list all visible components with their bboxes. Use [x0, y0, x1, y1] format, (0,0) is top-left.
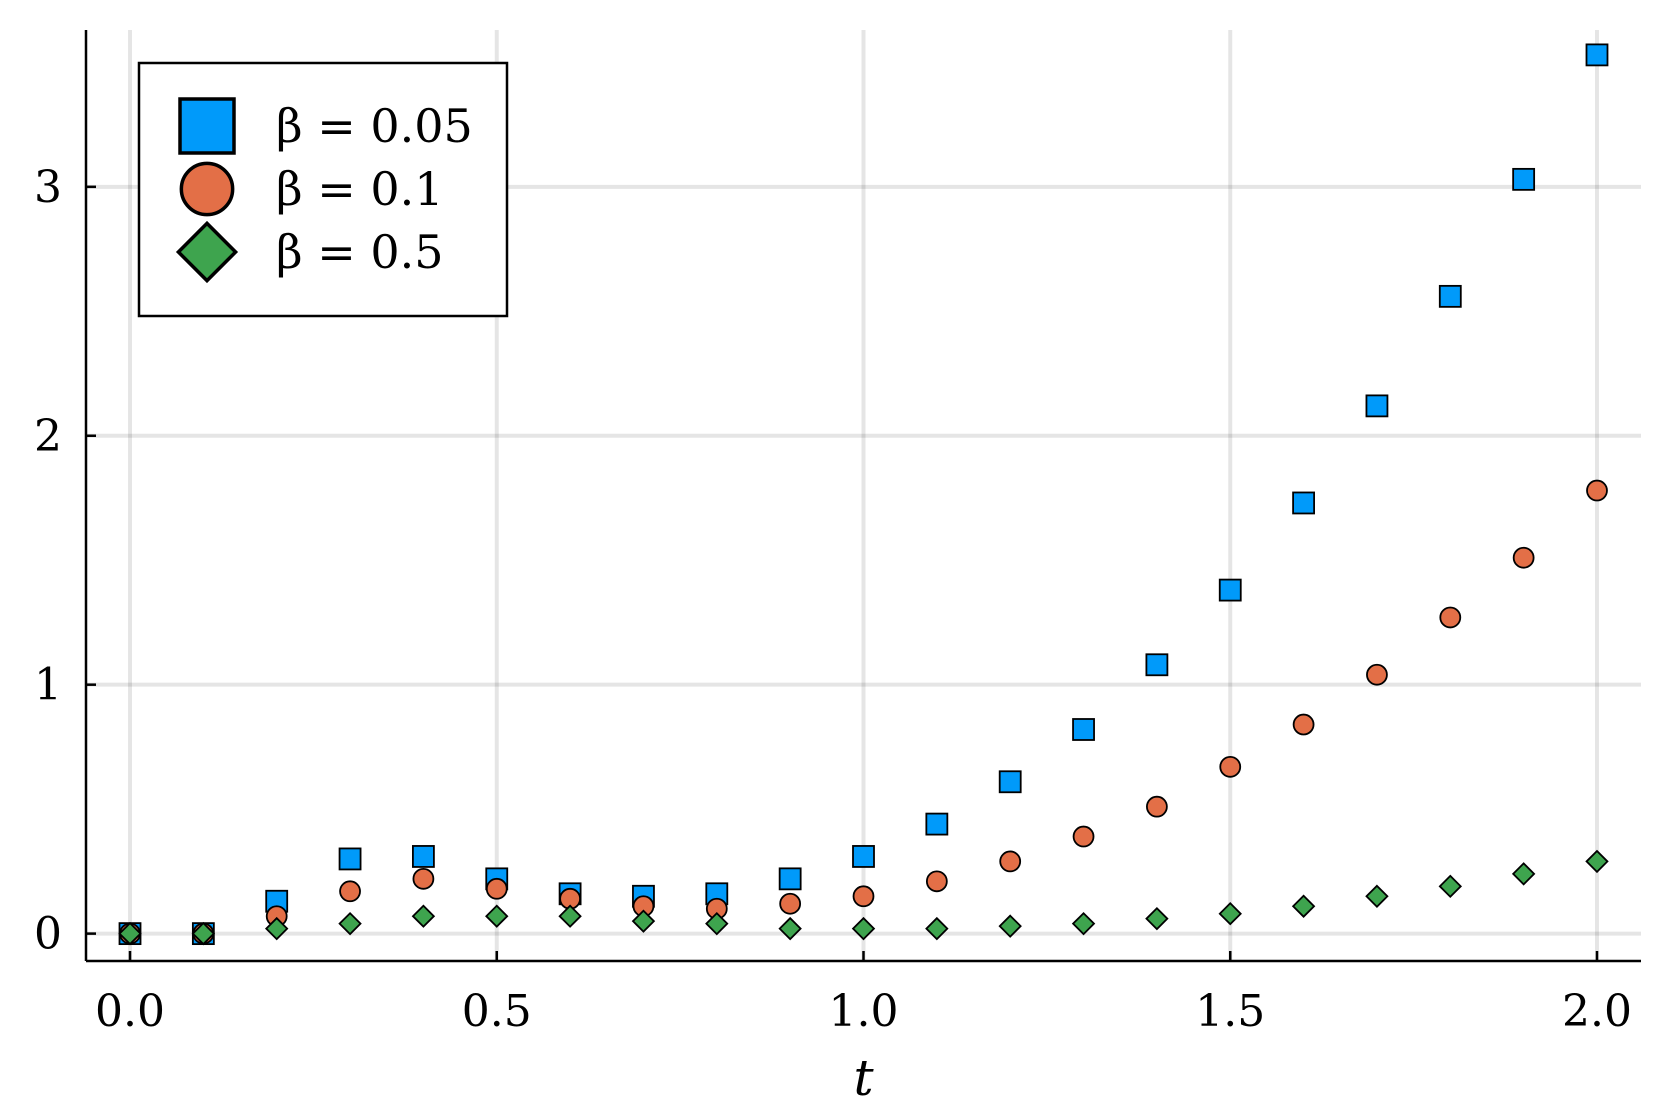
- circle-point: [852, 885, 875, 908]
- circle-point: [1586, 479, 1608, 502]
- square-point: [1438, 284, 1462, 308]
- diamond-point: [338, 911, 362, 936]
- legend-label: β = 0.05: [276, 99, 473, 153]
- diamond-point: [1218, 901, 1242, 926]
- legend-square-icon: [178, 97, 236, 155]
- square-point: [925, 812, 949, 836]
- data-points: [118, 43, 1609, 946]
- diamond-point: [1291, 894, 1316, 918]
- x-tick-label: 1.0: [829, 986, 899, 1037]
- x-axis-label: t: [853, 1049, 874, 1107]
- square-point: [852, 845, 875, 868]
- square-point: [1218, 578, 1242, 602]
- circle-point: [1072, 825, 1095, 848]
- square-point: [412, 845, 435, 868]
- circle-point: [1439, 606, 1462, 629]
- circle-point: [485, 877, 508, 900]
- diamond-point: [191, 921, 216, 946]
- square-point: [1585, 43, 1609, 67]
- diamond-point: [1145, 906, 1169, 931]
- legend-circle-icon: [179, 161, 235, 217]
- x-tick-label: 2.0: [1562, 986, 1632, 1037]
- circle-point: [1366, 663, 1388, 686]
- series-circle: [119, 479, 1608, 945]
- square-point: [338, 847, 362, 871]
- diamond-point: [1071, 911, 1096, 936]
- x-tick-label: 0.5: [462, 986, 532, 1037]
- legend: β = 0.05 β = 0.1 β = 0.5: [137, 61, 509, 318]
- circle-point: [1146, 795, 1168, 818]
- square-point: [778, 867, 802, 891]
- circle-point: [1219, 755, 1242, 778]
- circle-point: [925, 870, 948, 893]
- square-point: [1072, 718, 1095, 741]
- circle-point: [1512, 546, 1535, 569]
- diamond-point: [925, 916, 949, 941]
- diamond-point: [778, 916, 802, 941]
- y-tick-label: 3: [34, 162, 62, 213]
- diamond-point: [1511, 862, 1536, 886]
- diamond-point: [264, 916, 289, 941]
- tick-labels: 0.0 0.5 1.0 1.5 2.0 0 1 2 3: [34, 162, 1632, 1037]
- square-point: [1365, 394, 1389, 418]
- circle-point: [1292, 713, 1315, 736]
- diamond-point: [705, 911, 729, 936]
- diamond-point: [411, 904, 436, 928]
- circle-point: [999, 850, 1022, 873]
- diamond-point: [1585, 849, 1609, 874]
- legend-label: β = 0.5: [276, 225, 444, 279]
- diamond-point: [851, 916, 876, 941]
- series-diamond: [118, 849, 1609, 946]
- square-point: [1292, 491, 1315, 515]
- diamond-point: [998, 914, 1022, 938]
- circle-point: [412, 867, 435, 890]
- y-tick-label: 0: [34, 909, 62, 960]
- circle-point: [339, 880, 361, 903]
- diamond-point: [1438, 874, 1463, 899]
- diamond-point: [485, 904, 509, 928]
- diamond-point: [631, 909, 656, 933]
- y-tick-label: 1: [34, 660, 62, 711]
- diamond-point: [118, 921, 142, 946]
- square-point: [998, 770, 1022, 794]
- axes: [84, 30, 1641, 963]
- diamond-point: [558, 904, 582, 928]
- legend-diamond-icon: [175, 220, 239, 284]
- square-point: [1145, 653, 1169, 677]
- legend-label: β = 0.1: [276, 162, 444, 216]
- x-tick-label: 0.0: [95, 986, 165, 1037]
- y-tick-label: 2: [34, 411, 62, 462]
- square-point: [1512, 167, 1536, 191]
- x-tick-label: 1.5: [1195, 986, 1265, 1037]
- diamond-point: [1365, 884, 1389, 909]
- circle-point: [779, 892, 802, 915]
